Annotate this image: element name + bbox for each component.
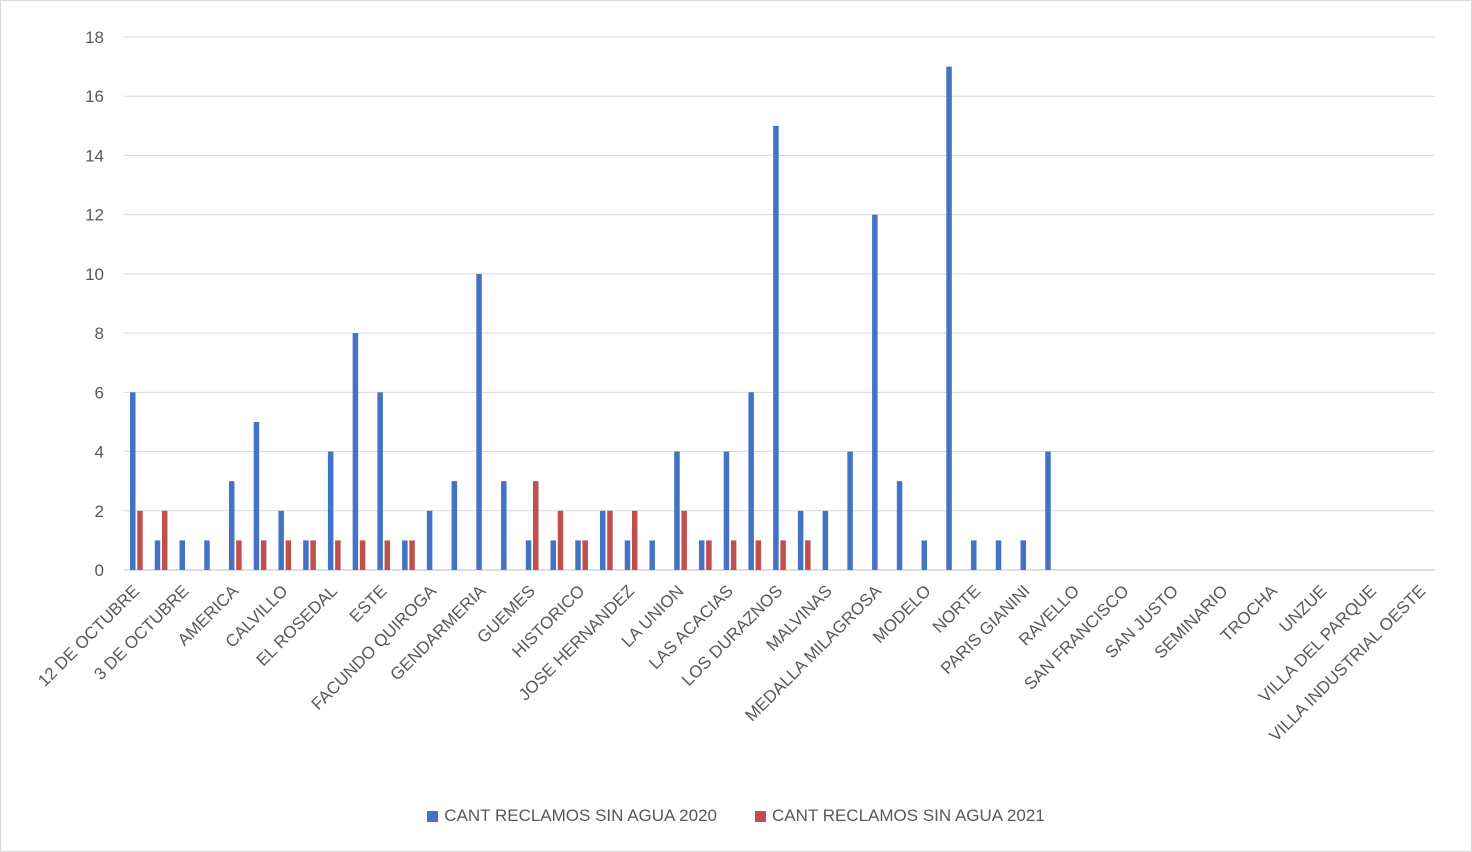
bar-2020 bbox=[253, 421, 260, 570]
bar-2020 bbox=[921, 540, 928, 570]
bar-2020 bbox=[1045, 451, 1051, 570]
y-tick-label: 8 bbox=[95, 324, 104, 343]
bar-2020 bbox=[278, 510, 284, 570]
bar-2021 bbox=[582, 540, 588, 570]
bar-2020 bbox=[476, 273, 482, 570]
y-tick-label: 18 bbox=[85, 28, 104, 47]
bar-2020 bbox=[377, 392, 383, 570]
chart-legend: CANT RECLAMOS SIN AGUA 2020 CANT RECLAMO… bbox=[0, 806, 1472, 826]
bar-2020 bbox=[995, 540, 1002, 570]
bar-2021 bbox=[260, 540, 267, 570]
bar-2020 bbox=[896, 481, 903, 570]
bar-2020 bbox=[624, 540, 631, 570]
y-tick-label: 12 bbox=[85, 206, 104, 225]
bar-2021 bbox=[137, 510, 143, 570]
bar-2020 bbox=[872, 214, 878, 570]
bar-2020 bbox=[154, 540, 161, 570]
legend-swatch-2020 bbox=[427, 810, 439, 822]
bar-2020 bbox=[797, 510, 804, 570]
bar-2020 bbox=[327, 451, 334, 570]
bar-2020 bbox=[847, 451, 853, 570]
bar-2020 bbox=[179, 540, 185, 570]
bar-2021 bbox=[161, 510, 168, 570]
legend-swatch-2021 bbox=[755, 810, 766, 822]
legend-item-2020: CANT RECLAMOS SIN AGUA 2020 bbox=[427, 806, 717, 826]
bar-2020 bbox=[946, 66, 952, 570]
bar-2020 bbox=[426, 510, 433, 570]
y-tick-label: 0 bbox=[95, 561, 104, 580]
bar-2021 bbox=[285, 540, 292, 570]
bar-2021 bbox=[730, 540, 737, 570]
bar-2020 bbox=[575, 540, 581, 570]
bar-2020 bbox=[698, 540, 705, 570]
bar-2021 bbox=[755, 540, 762, 570]
bar-2020 bbox=[228, 481, 235, 570]
bar-2020 bbox=[303, 540, 309, 570]
bar-2021 bbox=[780, 540, 786, 570]
y-tick-label: 4 bbox=[95, 443, 104, 462]
y-tick-label: 2 bbox=[95, 502, 104, 521]
bar-2020 bbox=[773, 125, 779, 570]
bar-2020 bbox=[971, 540, 977, 570]
bar-2020 bbox=[525, 540, 532, 570]
bar-2020 bbox=[204, 540, 210, 570]
bar-2021 bbox=[310, 540, 316, 570]
y-tick-label: 16 bbox=[85, 87, 104, 106]
bar-2020 bbox=[599, 510, 606, 570]
bar-2020 bbox=[723, 451, 730, 570]
y-tick-label: 6 bbox=[95, 383, 104, 402]
bar-2020 bbox=[352, 333, 359, 570]
x-tick-label: PARIS GIANINI bbox=[937, 581, 1034, 678]
y-tick-label: 14 bbox=[85, 146, 104, 165]
bar-2021 bbox=[335, 540, 341, 570]
bar-2021 bbox=[631, 510, 638, 570]
bar-2021 bbox=[359, 540, 366, 570]
x-tick-label: ESTE bbox=[346, 581, 391, 626]
bar-2020 bbox=[501, 481, 507, 570]
bar-2021 bbox=[384, 540, 391, 570]
bar-2021 bbox=[681, 510, 687, 570]
bar-2021 bbox=[607, 510, 613, 570]
bar-2021 bbox=[557, 510, 564, 570]
bar-2021 bbox=[706, 540, 712, 570]
bar-2021 bbox=[805, 540, 811, 570]
bar-2020 bbox=[130, 392, 136, 570]
bar-2021 bbox=[409, 540, 415, 570]
bar-2020 bbox=[550, 540, 557, 570]
bar-2020 bbox=[649, 540, 655, 570]
bar-2020 bbox=[822, 510, 829, 570]
bar-2020 bbox=[674, 451, 680, 570]
legend-item-2021: CANT RECLAMOS SIN AGUA 2021 bbox=[755, 806, 1045, 826]
y-tick-label: 10 bbox=[85, 265, 104, 284]
bar-2021 bbox=[532, 481, 539, 570]
bar-2020 bbox=[402, 540, 408, 570]
legend-label-2020: CANT RECLAMOS SIN AGUA 2020 bbox=[444, 806, 717, 825]
legend-label-2021: CANT RECLAMOS SIN AGUA 2021 bbox=[772, 806, 1045, 825]
bar-2020 bbox=[451, 481, 458, 570]
bar-2021 bbox=[236, 540, 242, 570]
bar-2020 bbox=[748, 392, 754, 570]
bar-2020 bbox=[1020, 540, 1027, 570]
